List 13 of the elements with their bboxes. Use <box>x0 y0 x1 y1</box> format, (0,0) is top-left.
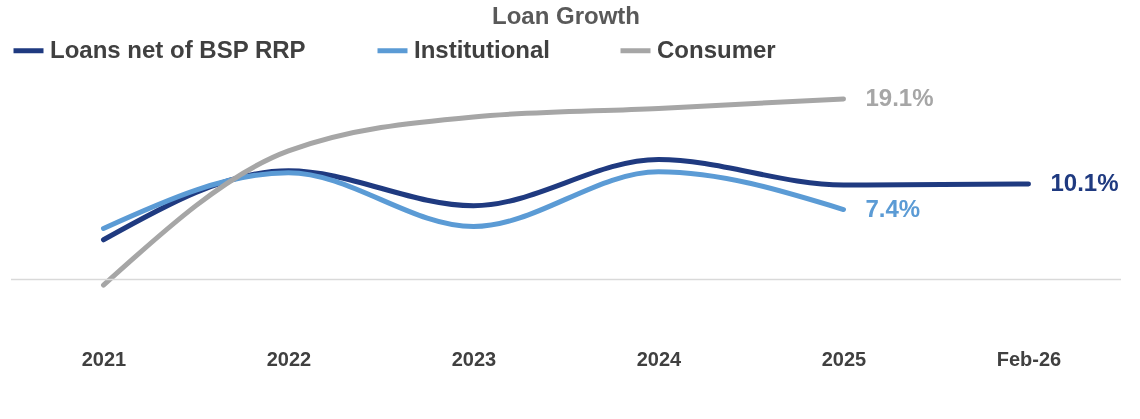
legend-label: Institutional <box>414 35 550 63</box>
legend-label: Consumer <box>657 35 776 63</box>
chart-title: Loan Growth <box>492 2 640 29</box>
data-label: 19.1% <box>865 83 934 111</box>
x-tick-label: 2023 <box>451 347 497 370</box>
data-label: 10.1% <box>1050 169 1119 196</box>
legend-label: Loans net of BSP RRP <box>50 35 306 63</box>
data-label: 7.4% <box>865 194 921 222</box>
x-tick-label: Feb-26 <box>996 347 1062 370</box>
x-tick-label: 2024 <box>636 347 683 370</box>
x-tick-label: 2025 <box>821 347 867 370</box>
x-tick-label: 2022 <box>266 347 312 370</box>
x-tick-label: 2021 <box>81 347 127 370</box>
